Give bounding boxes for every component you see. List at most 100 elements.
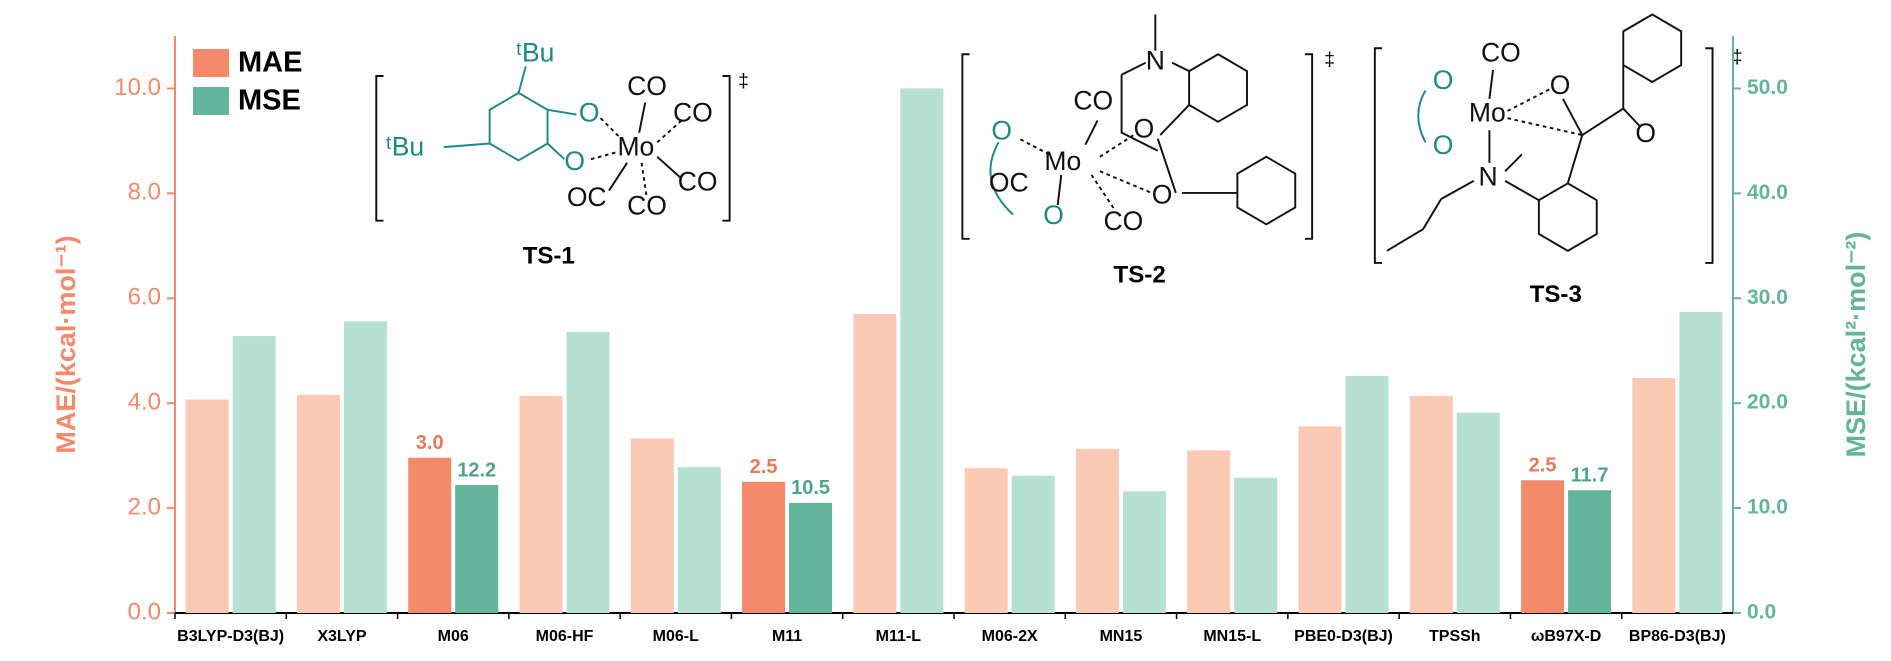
x-tick-label: M11 — [772, 628, 802, 645]
atom-label: O — [564, 146, 585, 176]
bar — [408, 457, 452, 613]
atom-label: O — [1152, 180, 1173, 210]
atom-label: O — [991, 116, 1012, 146]
bond — [638, 102, 647, 133]
atom-label: O — [1433, 65, 1454, 95]
bar — [1187, 450, 1231, 613]
y-tick-label: 6.0 — [128, 284, 161, 311]
y2-tick-label: 30.0 — [1747, 286, 1788, 309]
bracket — [722, 75, 731, 222]
legend-swatch — [193, 49, 229, 77]
bar — [1345, 375, 1389, 613]
bar — [296, 394, 340, 613]
bar — [1679, 311, 1723, 613]
atom-label: N — [1146, 46, 1165, 76]
bond — [1504, 180, 1540, 202]
y-axis-title: MAE/(kcal·mol⁻¹) — [51, 235, 81, 453]
value-label: 2.5 — [1529, 455, 1557, 477]
x-tick-label: M06 — [438, 628, 469, 645]
value-label: 12.2 — [457, 459, 496, 481]
y2-tick-label: 0.0 — [1747, 601, 1776, 624]
bar — [1409, 395, 1453, 613]
bar — [232, 336, 276, 613]
value-label: 2.5 — [750, 456, 778, 478]
bar — [677, 467, 721, 613]
bar — [519, 395, 563, 613]
atom-label: CO — [1103, 206, 1143, 236]
atom-label: CO — [627, 190, 667, 220]
legend-swatch — [193, 87, 229, 115]
bond — [1440, 180, 1475, 200]
bond — [1622, 107, 1641, 128]
bar — [789, 502, 833, 613]
x-tick-label: M11-L — [876, 628, 922, 645]
bond — [1084, 120, 1099, 146]
bond — [656, 119, 683, 144]
bond — [1156, 138, 1177, 194]
bracket — [375, 75, 384, 222]
structure-ts3: Mo CO O O O N O ‡ TS-3 — [1373, 13, 1743, 308]
y-tick-label: 4.0 — [128, 389, 161, 416]
structure-ts2: Mo CO O O OC CO N O O ‡ TS-2 — [961, 14, 1335, 289]
bracket — [1373, 47, 1383, 264]
bond — [608, 162, 628, 192]
structures: ᵗBu ᵗBu O O Mo CO CO CO OC CO ‡ TS-1 — [375, 13, 1743, 308]
x-tick-label: BP86-D3(BJ) — [1629, 628, 1726, 645]
value-label: 11.7 — [1571, 465, 1609, 487]
x-tick-label: M06-HF — [536, 628, 594, 645]
bond — [1386, 198, 1442, 252]
bar — [964, 468, 1008, 613]
atom-label: N — [1479, 162, 1498, 192]
bond — [599, 117, 622, 140]
bar — [1456, 412, 1500, 613]
atom-label: CO — [673, 98, 713, 128]
x-tick-label: PBE0-D3(BJ) — [1294, 628, 1393, 645]
y-tick-label: 2.0 — [128, 493, 161, 520]
bond — [1090, 174, 1117, 212]
bond — [1159, 104, 1190, 136]
bracket — [1304, 53, 1314, 240]
bond — [1171, 61, 1190, 73]
atom-label: ᵗBu — [516, 37, 554, 67]
bond — [1504, 153, 1523, 172]
value-label: 3.0 — [416, 432, 444, 454]
bar — [1568, 490, 1612, 613]
atom-label: O — [1043, 200, 1064, 230]
ring — [1622, 13, 1683, 84]
bond — [517, 66, 527, 94]
ring — [1537, 182, 1598, 252]
x-tick-label: MN15 — [1100, 628, 1143, 645]
x-tick-label: TPSSh — [1429, 628, 1481, 645]
dagger: ‡ — [738, 71, 749, 92]
atom-label: O — [1134, 113, 1155, 143]
bond — [546, 142, 566, 160]
bond — [1417, 89, 1427, 143]
bond — [1488, 69, 1494, 100]
x-tick-label: M06-L — [653, 628, 699, 645]
bar — [1632, 378, 1676, 613]
atom-label: OC — [989, 168, 1029, 198]
legend-label: MAE — [238, 47, 302, 79]
bond — [1562, 98, 1584, 136]
bond — [1099, 170, 1153, 194]
y-tick-label: 8.0 — [128, 179, 161, 206]
bracket — [961, 53, 970, 240]
atom-label: CO — [1073, 86, 1113, 116]
y-tick-label: 0.0 — [128, 598, 161, 625]
bar — [1298, 426, 1342, 613]
dagger: ‡ — [1324, 49, 1335, 70]
bar — [900, 88, 944, 614]
x-tick-label: M06-2X — [982, 628, 1038, 645]
x-tick-label: ωB97X-D — [1531, 628, 1601, 645]
bond — [1056, 174, 1063, 206]
bond — [1121, 61, 1147, 76]
bar — [1521, 480, 1565, 613]
bar — [1122, 491, 1166, 613]
bond — [640, 162, 648, 196]
bar — [1011, 475, 1055, 613]
atom-label: CO — [627, 71, 667, 101]
bond — [547, 108, 577, 116]
y2-tick-label: 40.0 — [1747, 181, 1788, 204]
bond — [1018, 137, 1050, 156]
